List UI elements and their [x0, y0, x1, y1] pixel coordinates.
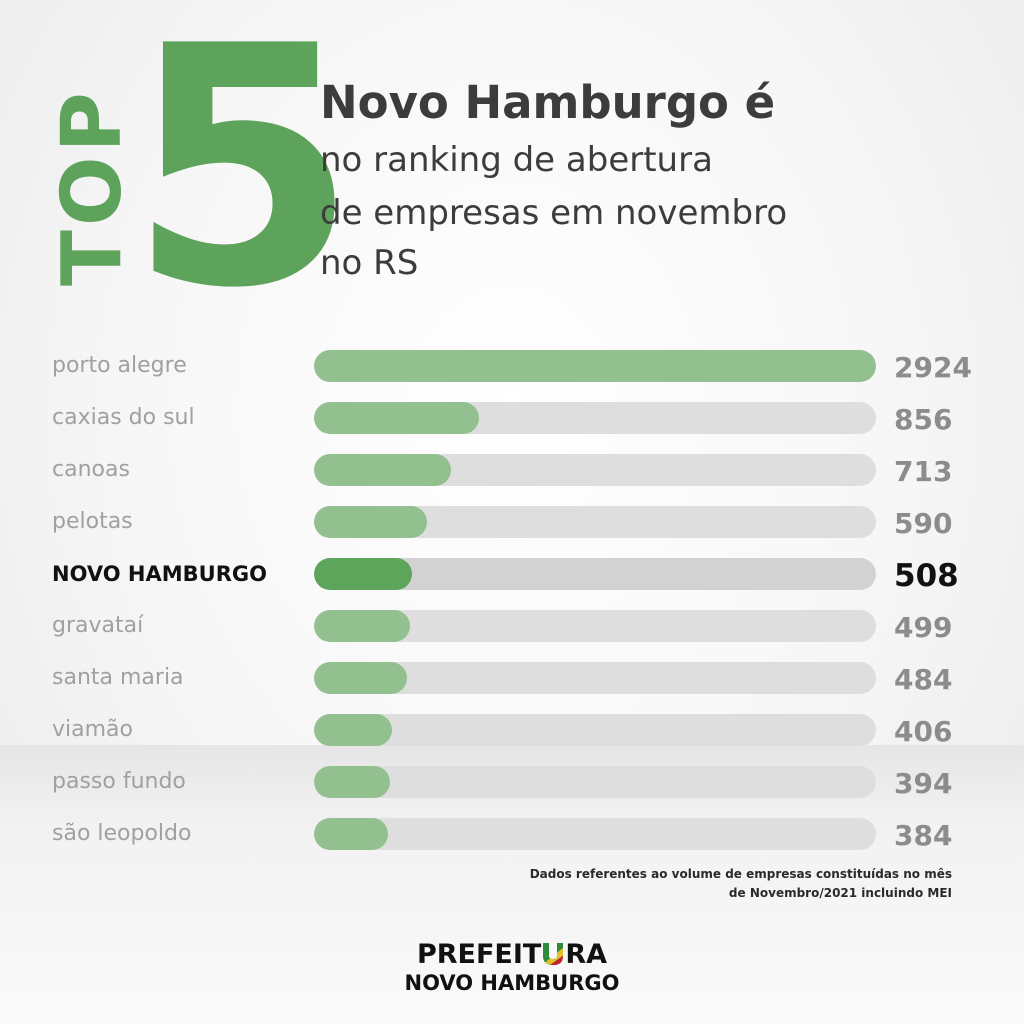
ranking-bar-chart: porto alegre 2924 caxias do sul 856 canoas 71…: [0, 340, 1024, 860]
data-label: 2924: [894, 351, 972, 384]
bar-track: [314, 714, 876, 746]
chart-row: viamão 406: [0, 704, 1024, 756]
footnote-line-2: de Novembro/2021 incluindo MEI: [728, 886, 952, 900]
bar-track: [314, 662, 876, 694]
bar-track: [314, 506, 876, 538]
category-label: santa maria: [52, 665, 184, 690]
data-label: 713: [894, 455, 953, 488]
data-label: 484: [894, 663, 953, 696]
bar: [314, 766, 390, 798]
bar-track: [314, 558, 876, 590]
logo-text-start: PREFEIT: [416, 939, 542, 970]
data-label: 856: [894, 403, 953, 436]
data-label: 499: [894, 611, 953, 644]
page-title: Novo Hamburgo é: [320, 76, 776, 129]
category-label: canoas: [52, 457, 130, 482]
category-label: caxias do sul: [52, 405, 195, 430]
logo-text-end: RA: [565, 939, 608, 970]
subtitle-line-2: de empresas em novembro: [320, 193, 788, 233]
category-label: viamão: [52, 717, 133, 742]
bar-track: [314, 610, 876, 642]
data-label: 384: [894, 819, 953, 852]
bar: [314, 402, 479, 434]
chart-row: canoas 713: [0, 444, 1024, 496]
bar: [314, 818, 388, 850]
category-label: passo fundo: [52, 769, 186, 794]
logo-line-2: NOVO HAMBURGO: [404, 971, 620, 995]
subtitle-line-3: no RS: [320, 243, 419, 283]
footnote-line-1: Dados referentes ao volume de empresas c…: [529, 867, 952, 881]
chart-row: caxias do sul 856: [0, 392, 1024, 444]
chart-row: pelotas 590: [0, 496, 1024, 548]
chart-row: passo fundo 394: [0, 756, 1024, 808]
bar: [314, 714, 393, 746]
bar-track: [314, 402, 876, 434]
subtitle-line-1: no ranking de abertura: [320, 140, 713, 180]
flag-u-icon: [542, 943, 564, 965]
data-label: 394: [894, 767, 953, 800]
chart-row: porto alegre 2924: [0, 340, 1024, 392]
data-label: 590: [894, 507, 953, 540]
bar-track: [314, 766, 876, 798]
bar: [314, 558, 412, 590]
category-label: são leopoldo: [52, 821, 192, 846]
chart-row: NOVO HAMBURGO 508: [0, 548, 1024, 600]
category-label: porto alegre: [52, 353, 187, 378]
data-footnote: Dados referentes ao volume de empresas c…: [530, 865, 952, 903]
chart-row: são leopoldo 384: [0, 808, 1024, 860]
bar-track: [314, 818, 876, 850]
rank-number: 5: [128, 0, 358, 360]
bar-track: [314, 454, 876, 486]
top-label: TOP: [45, 88, 140, 286]
data-label: 406: [894, 715, 953, 748]
bar: [314, 506, 428, 538]
data-label: 508: [894, 558, 959, 594]
logo-line-1: PREFEIT RA: [417, 940, 607, 970]
bar: [314, 350, 876, 382]
bar: [314, 610, 410, 642]
bar-track: [314, 350, 876, 382]
chart-row: gravataí 499: [0, 600, 1024, 652]
category-label: gravataí: [52, 613, 144, 638]
chart-row: santa maria 484: [0, 652, 1024, 704]
prefeitura-logo: PREFEIT RA NOVO HAMBURGO: [0, 940, 1024, 996]
category-label: NOVO HAMBURGO: [52, 562, 267, 586]
category-label: pelotas: [52, 509, 133, 534]
bar: [314, 454, 452, 486]
bar: [314, 662, 408, 694]
